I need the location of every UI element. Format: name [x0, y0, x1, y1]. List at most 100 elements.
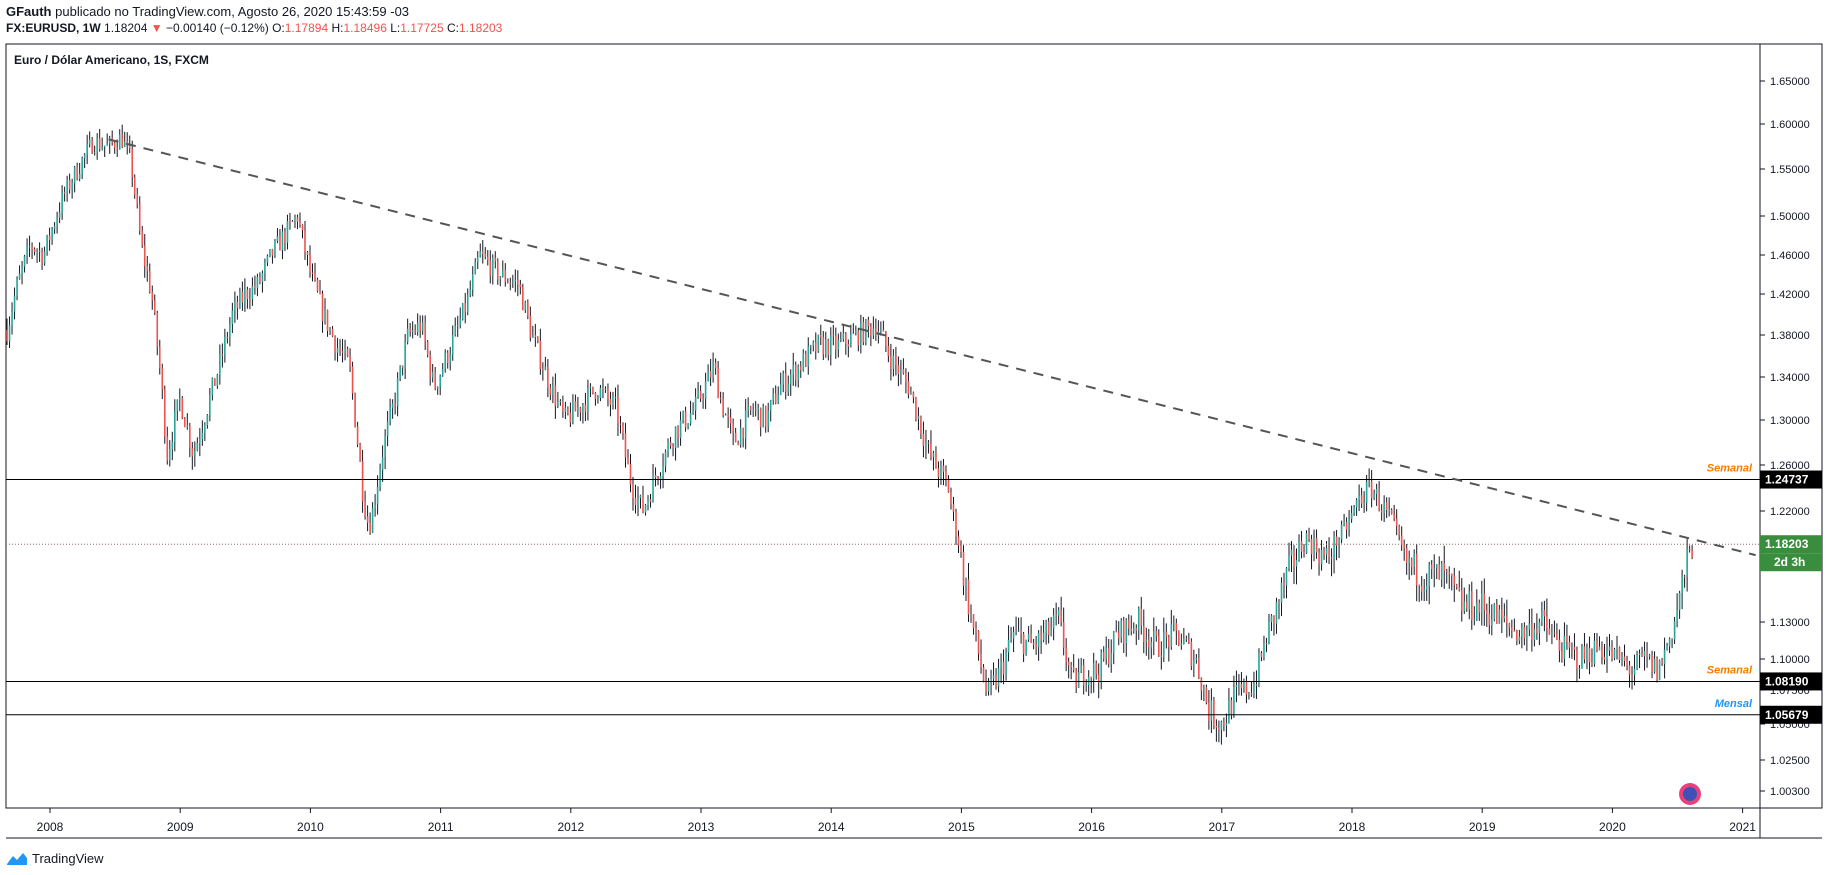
candle-body — [882, 329, 885, 332]
candle-body — [264, 262, 266, 274]
candle-body — [449, 354, 452, 364]
candle-body — [692, 410, 694, 414]
candle-body — [614, 397, 617, 399]
candle-body — [1263, 642, 1265, 658]
candle-body — [1152, 630, 1155, 642]
y-tick-label: 1.55000 — [1770, 164, 1810, 176]
candle-body — [146, 266, 149, 272]
candle-body — [246, 289, 249, 299]
candle-body — [619, 423, 622, 425]
candle-body — [1523, 627, 1526, 639]
candle-body — [96, 138, 98, 153]
candle-body — [860, 322, 862, 346]
candle-body — [311, 272, 314, 274]
candle-body — [1403, 545, 1405, 548]
candle-body — [1518, 636, 1521, 641]
candle-body — [659, 475, 662, 480]
candle-body — [1273, 615, 1275, 624]
candle-body — [261, 273, 264, 283]
candle-body — [504, 270, 507, 282]
candle-body — [1378, 488, 1380, 511]
candle-body — [945, 471, 947, 480]
tradingview-brand[interactable]: TradingView — [32, 851, 104, 866]
candle-body — [461, 303, 464, 320]
candle-body — [699, 390, 702, 399]
candle-body — [71, 183, 73, 190]
candle-body — [1636, 655, 1638, 669]
candle-body — [777, 394, 780, 404]
candle-body — [474, 261, 477, 275]
candle-body — [299, 221, 301, 225]
open-label: O: — [272, 21, 285, 35]
candle-body — [1077, 672, 1080, 688]
candle-body — [289, 221, 291, 223]
candle-body — [542, 368, 544, 371]
candle-body — [451, 335, 454, 355]
candle-body — [729, 417, 732, 424]
candle-body — [354, 393, 356, 427]
candle-body — [138, 204, 141, 231]
y-tick-label: 1.26000 — [1770, 460, 1810, 472]
candle-body — [1365, 481, 1368, 503]
candle-body — [985, 680, 987, 692]
candle-body — [624, 433, 627, 458]
candle-body — [1037, 632, 1040, 648]
candle-body — [1483, 593, 1486, 611]
candle-body — [399, 365, 401, 379]
candle-body — [1503, 615, 1506, 619]
candle-body — [1405, 547, 1408, 563]
candle-body — [284, 231, 286, 243]
candle-body — [1213, 700, 1215, 726]
candle-body — [1173, 623, 1175, 625]
candle-body — [486, 256, 489, 261]
candle-body — [464, 303, 467, 313]
candle-body — [181, 397, 184, 419]
candle-body — [1568, 641, 1571, 648]
candle-body — [870, 325, 872, 336]
candle-body — [1042, 632, 1045, 641]
candle-body — [1170, 624, 1173, 648]
candle-body — [28, 246, 31, 248]
candle-body — [774, 393, 777, 404]
candle-body — [494, 257, 497, 262]
candle-body — [91, 139, 93, 154]
author-name[interactable]: GFauth — [6, 4, 52, 19]
tradingview-logo-icon — [7, 852, 27, 865]
candle-body — [1275, 601, 1278, 624]
candle-body — [652, 475, 654, 502]
candle-body — [476, 257, 479, 262]
candle-body — [1455, 584, 1458, 588]
candle-body — [1521, 627, 1523, 637]
candle-body — [1248, 693, 1250, 695]
candle-body — [922, 433, 925, 446]
candle-body — [274, 241, 276, 256]
candle-body — [331, 328, 334, 337]
candle-body — [1450, 573, 1453, 577]
candle-body — [88, 139, 91, 145]
candle-body — [176, 399, 179, 412]
candle-body — [211, 378, 214, 396]
candle-body — [1506, 615, 1508, 624]
high-label: H: — [331, 21, 344, 35]
candle-body — [151, 292, 154, 301]
candle-body — [479, 251, 482, 258]
candle-body — [374, 504, 376, 509]
candle-body — [532, 335, 534, 338]
level-tag: Semanal — [1707, 463, 1753, 475]
candle-body — [554, 385, 557, 407]
candle-body — [947, 479, 950, 493]
candle-body — [674, 426, 677, 448]
candle-body — [1300, 540, 1303, 552]
candle-body — [21, 266, 23, 274]
candle-body — [214, 378, 216, 386]
candle-body — [501, 270, 504, 277]
candle-body — [697, 390, 699, 397]
candle-body — [1571, 646, 1573, 648]
candle-body — [173, 411, 176, 443]
candle-body — [36, 251, 38, 253]
candle-body — [990, 678, 992, 681]
candle-body — [997, 668, 1000, 687]
candle-body — [1428, 564, 1431, 587]
candle-body — [131, 148, 134, 178]
